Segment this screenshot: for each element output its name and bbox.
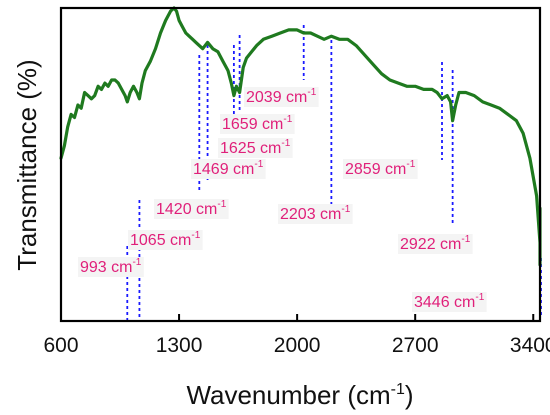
marker-lines	[126, 25, 542, 321]
annotation-1420: 1420 cm-1	[154, 199, 229, 219]
annotation-993: 993 cm-1	[78, 257, 144, 277]
x-tick-label: 1300	[156, 334, 203, 357]
annotation-bg	[343, 159, 418, 179]
annotation-1659: 1659 cm-1	[220, 114, 295, 134]
annotation-bg	[218, 138, 293, 158]
y-axis-title: Transmittance (%)	[12, 59, 42, 270]
annotation-2859: 2859 cm-1	[343, 159, 418, 179]
annotation-layer: 993 cm-1 1065 cm-1 1420 cm-1 1469 cm-1 1625 …	[78, 87, 487, 312]
annotation-bg	[128, 230, 203, 250]
annotation-bg	[244, 87, 319, 107]
x-axis-title: Wavenumber (cm-1)	[186, 380, 413, 410]
x-tick-label: 2700	[392, 334, 439, 357]
x-tick-label: 3400	[510, 334, 550, 357]
annotation-1625: 1625 cm-1	[218, 138, 293, 158]
annotation-label: 1469 cm-1	[193, 159, 264, 178]
x-axis-ticks: 600 1300 2000 2700 3400	[43, 314, 550, 357]
annotation-2922: 2922 cm-1	[398, 234, 473, 254]
annotation-1469: 1469 cm-1	[191, 159, 266, 179]
annotation-label: 3446 cm-1	[414, 292, 485, 311]
annotation-label: 2039 cm-1	[246, 87, 317, 106]
series-layer	[59, 6, 542, 267]
annotation-label: 1420 cm-1	[156, 199, 227, 218]
x-axis-title-suffix: )	[405, 380, 414, 410]
annotation-label: 1065 cm-1	[130, 230, 201, 249]
annotation-bg	[412, 292, 487, 312]
annotation-bg	[78, 257, 144, 277]
annotation-bg	[398, 234, 473, 254]
plot-frame	[59, 6, 542, 323]
series-line-0	[59, 6, 542, 267]
annotation-label: 2859 cm-1	[345, 159, 416, 178]
annotation-2203: 2203 cm-1	[278, 204, 353, 224]
annotation-1065: 1065 cm-1	[128, 230, 203, 250]
annotation-label: 2203 cm-1	[280, 204, 351, 223]
annotation-label: 2922 cm-1	[400, 234, 471, 253]
annotation-bg	[154, 199, 229, 219]
annotation-bg	[278, 204, 353, 224]
x-tick-label: 600	[43, 334, 78, 357]
annotation-3446: 3446 cm-1	[412, 292, 487, 312]
x-axis-title-sup: -1	[391, 381, 405, 398]
annotation-label: 1625 cm-1	[220, 138, 291, 157]
annotation-bg	[191, 159, 266, 179]
annotation-label: 993 cm-1	[80, 257, 142, 276]
annotation-label: 1659 cm-1	[222, 114, 293, 133]
annotation-2039: 2039 cm-1	[244, 87, 319, 107]
x-tick-label: 2000	[274, 334, 321, 357]
annotation-bg	[220, 114, 295, 134]
